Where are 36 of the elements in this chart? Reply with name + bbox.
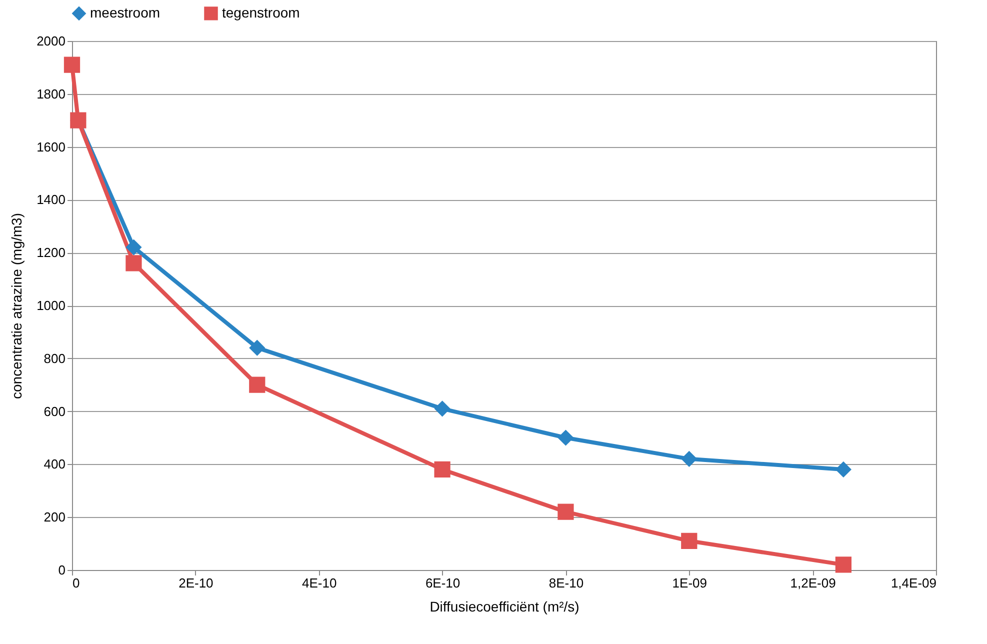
point [835, 556, 852, 573]
point [681, 450, 698, 467]
x-axis-title: Diffusiecoefficiënt (m²/s) [430, 598, 580, 614]
y-tick-label: 1800 [36, 86, 66, 102]
point [558, 430, 574, 446]
point [835, 461, 852, 478]
x-tick-label: 6E-10 [425, 576, 460, 590]
x-tick-label: 4E-10 [302, 576, 337, 590]
y-tick-label: 1200 [36, 245, 66, 260]
x-tick-label: 0 [72, 576, 80, 590]
x-tick-label: 1E-09 [672, 576, 707, 590]
y-tick-label: 2000 [36, 34, 66, 48]
y-tick-label: 400 [44, 456, 66, 472]
x-tick-label: 1,4E-09 [890, 576, 936, 590]
point [681, 532, 698, 549]
x-tick-label: 1,2E-09 [790, 576, 836, 590]
y-tick-label: 1000 [36, 298, 66, 313]
y-tick-label: 1400 [36, 192, 66, 208]
y-tick-label: 1600 [36, 139, 66, 154]
point [434, 400, 450, 417]
point [126, 255, 142, 272]
x-tick-label: 2E-10 [178, 576, 214, 590]
x-tick-label: 8E-10 [548, 576, 584, 590]
point [64, 56, 80, 73]
y-tick-label: 600 [44, 404, 66, 419]
y-tick-label: 200 [44, 510, 66, 525]
point [434, 461, 450, 478]
point [126, 239, 142, 256]
point [558, 504, 574, 520]
point [249, 376, 266, 393]
point [249, 340, 266, 356]
y-axis-title: concentratie atrazine (mg/m3) [8, 213, 25, 399]
y-tick-label: 800 [44, 350, 66, 366]
legend-label: tegenstroom [222, 4, 300, 20]
legend-label: meestroom [90, 4, 160, 20]
y-tick-label: 0 [58, 562, 66, 578]
